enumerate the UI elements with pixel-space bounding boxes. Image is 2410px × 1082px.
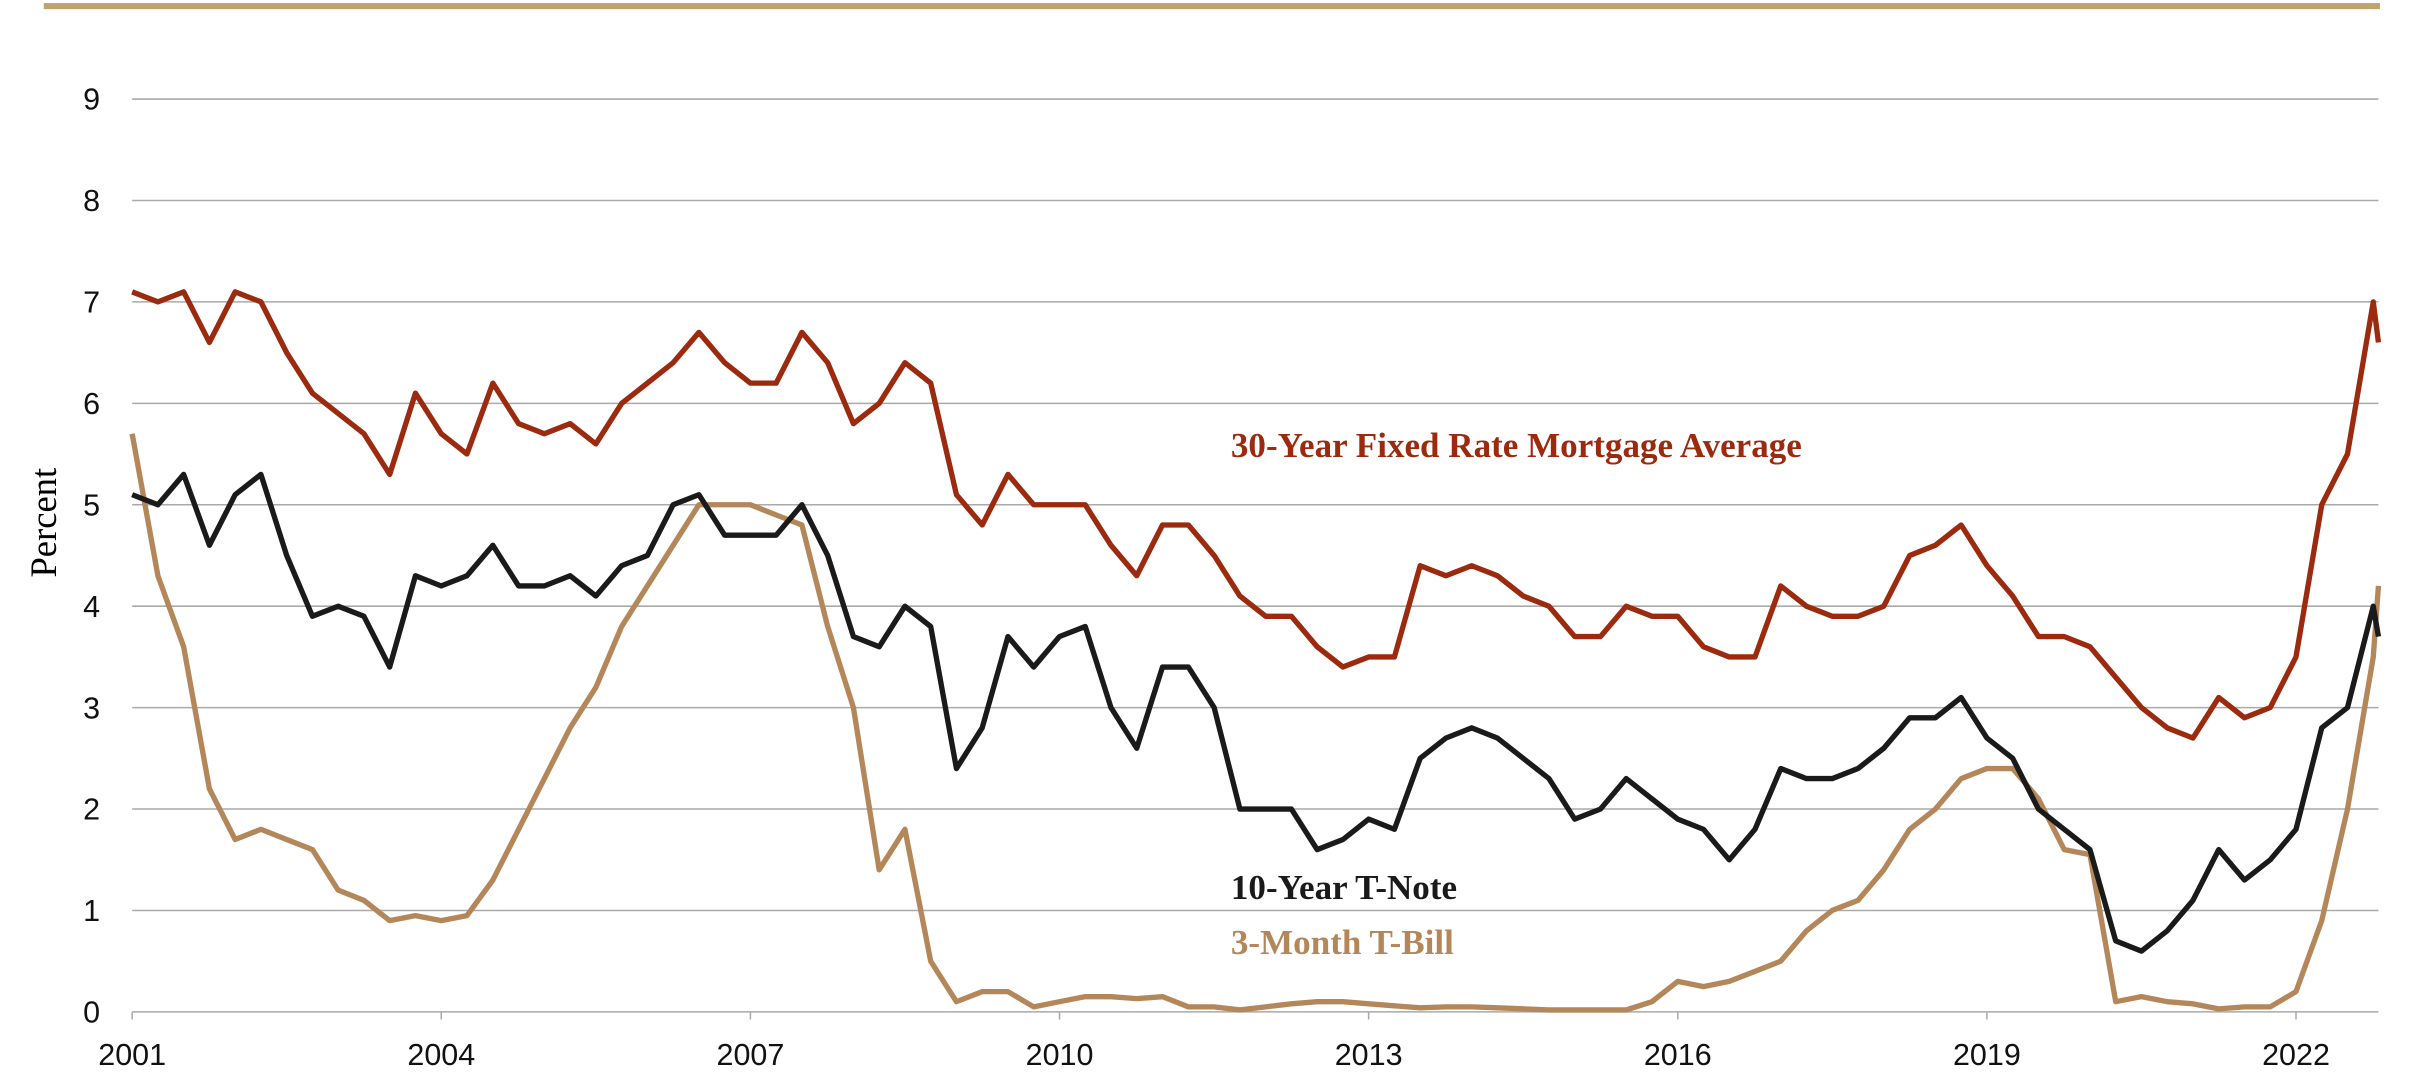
y-tick-label: 9: [83, 83, 100, 117]
y-tick-label: 7: [83, 286, 100, 320]
y-axis-label: Percent: [23, 468, 64, 578]
x-tick-label: 2004: [407, 1038, 475, 1072]
top-rule: [43, 3, 2380, 10]
series-label: 10-Year T-Note: [1231, 868, 1457, 907]
y-tick-label: 3: [83, 691, 100, 725]
x-tick-label: 2010: [1026, 1038, 1094, 1072]
x-tick-label: 2016: [1644, 1038, 1712, 1072]
series-label: 30-Year Fixed Rate Mortgage Average: [1231, 426, 1802, 465]
y-tick-label: 6: [83, 387, 100, 421]
y-tick-label: 5: [83, 488, 100, 522]
x-tick-label: 2007: [716, 1038, 784, 1072]
y-tick-label: 8: [83, 184, 100, 218]
y-tick-label: 0: [83, 996, 100, 1030]
x-tick-label: 2001: [98, 1038, 166, 1072]
x-tick-label: 2022: [2262, 1038, 2330, 1072]
series-label: 3-Month T-Bill: [1231, 923, 1454, 962]
x-tick-label: 2019: [1953, 1038, 2021, 1072]
y-tick-label: 4: [83, 590, 100, 624]
y-tick-label: 2: [83, 793, 100, 827]
series-line: [131, 471, 2382, 954]
series-line: [131, 289, 2382, 741]
y-tick-label: 1: [83, 894, 100, 928]
x-tick-label: 2013: [1335, 1038, 1403, 1072]
